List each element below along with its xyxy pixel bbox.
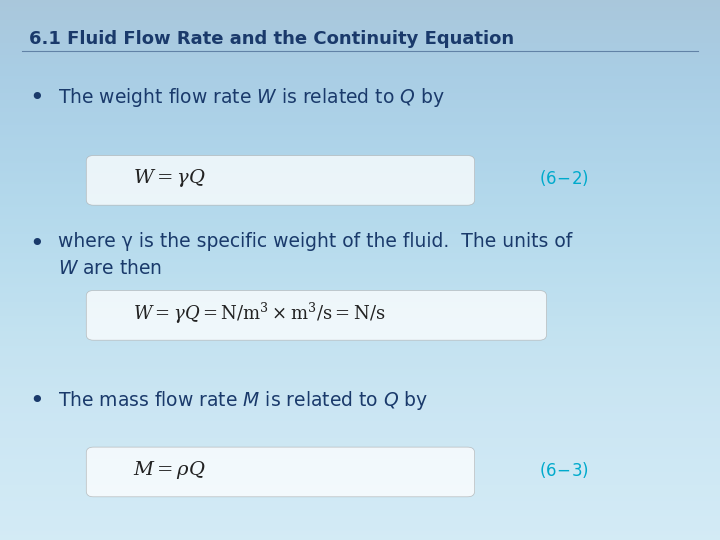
Text: The weight flow rate $W$ is related to $Q$ by: The weight flow rate $W$ is related to $… [58,86,444,110]
Text: •: • [29,86,43,110]
FancyBboxPatch shape [86,156,474,205]
Text: The mass flow rate $M$ is related to $Q$ by: The mass flow rate $M$ is related to $Q$… [58,389,428,412]
Text: $W = \gamma Q = \mathrm{N/m^3 \times m^3/s = N/s}$: $W = \gamma Q = \mathrm{N/m^3 \times m^3… [133,301,385,326]
Text: •: • [29,389,43,413]
Text: $M = \rho Q$: $M = \rho Q$ [133,459,206,481]
FancyBboxPatch shape [86,447,474,497]
FancyBboxPatch shape [86,291,546,340]
Text: where γ is the specific weight of the fluid.  The units of
$W$ are then: where γ is the specific weight of the fl… [58,232,572,278]
Text: $(6\!-\!3)$: $(6\!-\!3)$ [539,460,589,480]
Text: •: • [29,232,43,256]
Text: $W = \gamma Q$: $W = \gamma Q$ [133,167,206,189]
Text: $(6\!-\!2)$: $(6\!-\!2)$ [539,168,589,188]
Text: 6.1 Fluid Flow Rate and the Continuity Equation: 6.1 Fluid Flow Rate and the Continuity E… [29,30,514,48]
